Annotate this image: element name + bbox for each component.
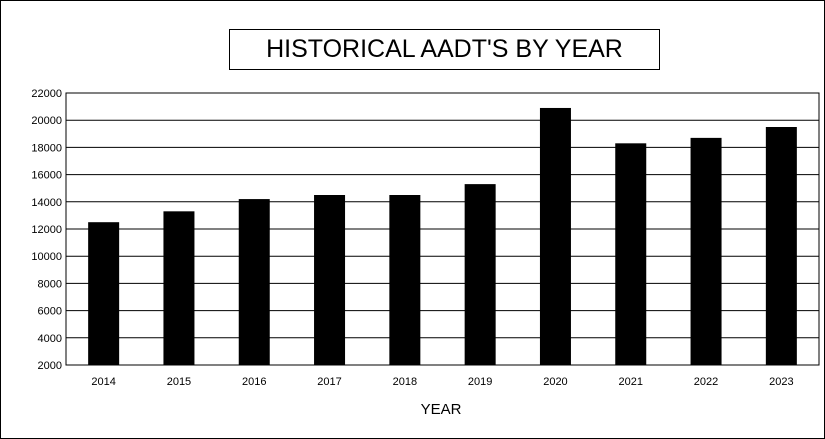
bar-2017: [314, 195, 346, 365]
y-tick-label: 6000: [38, 306, 62, 318]
y-tick-label: 20000: [31, 115, 62, 127]
x-tick-label: 2015: [167, 376, 191, 388]
x-tick-label: 2021: [619, 376, 643, 388]
x-tick-label: 2018: [393, 376, 417, 388]
x-tick-labels: 2014 2015 2016 2017 2018 2019 2020 2021 2022 2023: [91, 376, 793, 388]
x-tick-label: 2019: [468, 376, 492, 388]
plot-area-border: [65, 92, 820, 366]
bar-2020: [539, 107, 571, 366]
y-tick-label: 22000: [31, 88, 62, 100]
x-tick-label: 2023: [769, 376, 793, 388]
x-tick-label: 2016: [242, 376, 266, 388]
bar-2021: [615, 143, 647, 365]
x-tick-label: 2014: [91, 376, 115, 388]
y-tick-label: 10000: [31, 251, 62, 263]
x-tick-label: 2022: [694, 376, 718, 388]
y-tick-label: 2000: [38, 360, 62, 372]
bar-2014: [88, 222, 120, 365]
bar-2019: [464, 184, 496, 365]
bars: [88, 107, 797, 366]
bar-2016: [238, 199, 270, 365]
axes: [65, 92, 820, 366]
x-axis-label: YEAR: [421, 401, 462, 418]
bar-2022: [690, 137, 722, 365]
chart-title: HISTORICAL AADT'S BY YEAR: [229, 29, 660, 70]
x-tick-label: 2017: [317, 376, 341, 388]
x-tick-label: 2020: [543, 376, 567, 388]
bar-2023: [765, 127, 797, 365]
y-tick-label: 8000: [38, 278, 62, 290]
bar-2018: [389, 195, 421, 365]
y-tick-label: 4000: [38, 333, 62, 345]
y-tick-label: 12000: [31, 224, 62, 236]
y-tick-label: 18000: [31, 142, 62, 154]
y-tick-labels: 2000 4000 6000 8000 10000 12000 14000 16000 1800…: [31, 88, 62, 372]
y-tick-label: 16000: [31, 170, 62, 182]
y-tick-label: 14000: [31, 197, 62, 209]
bar-2015: [163, 211, 195, 365]
